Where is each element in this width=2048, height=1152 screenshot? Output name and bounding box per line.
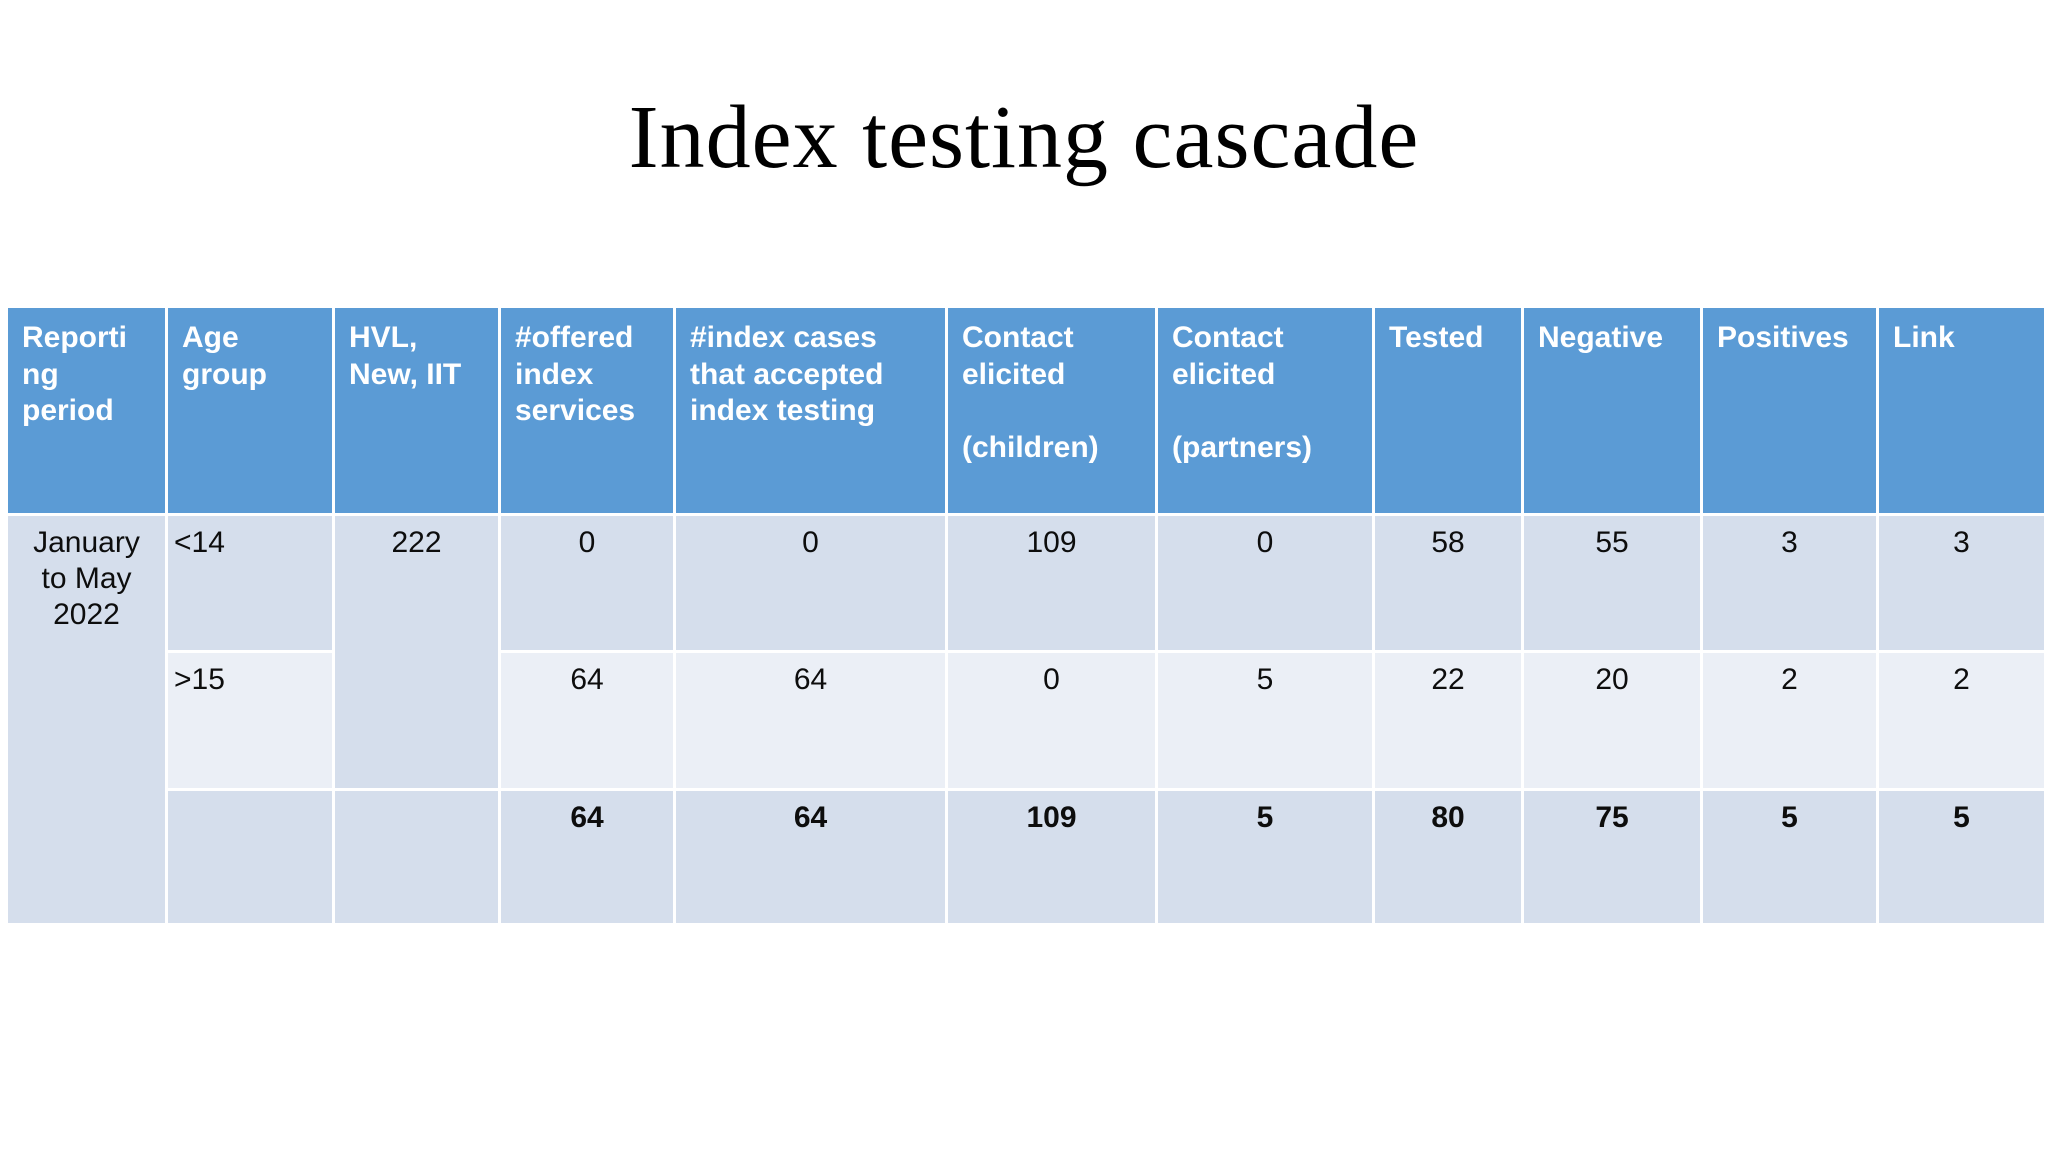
cell-accepted-over15: 64 xyxy=(673,650,948,791)
header-cell-contact-elicited-partners: Contact elicited (partners) xyxy=(1155,305,1375,516)
cell-tested-over15: 22 xyxy=(1372,650,1524,791)
cell-hvl-total-empty xyxy=(332,788,501,926)
cell-positives-under14: 3 xyxy=(1700,513,1879,653)
cell-tested-total: 80 xyxy=(1372,788,1524,926)
cell-partners-total: 5 xyxy=(1155,788,1375,926)
header-cell-hvl-new-iit: HVL, New, IIT xyxy=(332,305,501,516)
cell-negative-total: 75 xyxy=(1521,788,1703,926)
cell-partners-under14: 0 xyxy=(1155,513,1375,653)
cell-children-under14: 109 xyxy=(945,513,1158,653)
header-cell-link: Link xyxy=(1876,305,2047,516)
cell-accepted-total: 64 xyxy=(673,788,948,926)
cell-partners-over15: 5 xyxy=(1155,650,1375,791)
header-cell-contact-elicited-children: Contact elicited (children) xyxy=(945,305,1158,516)
header-cell-offered-index-services: #offered index services xyxy=(498,305,676,516)
cell-age-group-over15: >15 xyxy=(165,650,335,791)
page-title: Index testing cascade xyxy=(628,88,1420,187)
cell-age-group-under14: <14 xyxy=(165,513,335,653)
header-cell-reporting-period: Reporti ng period xyxy=(5,305,168,516)
cell-tested-under14: 58 xyxy=(1372,513,1524,653)
table-row-under14: January to May 2022 <14 222 0 0 109 0 58… xyxy=(5,513,2047,926)
header-cell-age-group: Age group xyxy=(165,305,335,516)
cell-link-over15: 2 xyxy=(1876,650,2047,791)
cell-age-group-total-empty xyxy=(165,788,335,926)
cell-positives-over15: 2 xyxy=(1700,650,1879,791)
cell-link-total: 5 xyxy=(1876,788,2047,926)
cell-negative-over15: 20 xyxy=(1521,650,1703,791)
cell-negative-under14: 55 xyxy=(1521,513,1703,653)
table-row-totals: 64 64 109 5 80 75 5 5 xyxy=(7,788,2047,926)
cell-positives-total: 5 xyxy=(1700,788,1879,926)
header-row: Reporti ng period Age group HVL, New, II… xyxy=(5,305,2047,516)
cell-children-over15: 0 xyxy=(945,650,1158,791)
header-cell-tested: Tested xyxy=(1372,305,1524,516)
cell-offered-over15: 64 xyxy=(498,650,676,791)
cell-children-total: 109 xyxy=(945,788,1158,926)
header-cell-positives: Positives xyxy=(1700,305,1879,516)
index-testing-table: Reporti ng period Age group HVL, New, II… xyxy=(5,305,2047,926)
header-cell-index-cases-accepted: #index cases that accepted index testing xyxy=(673,305,948,516)
header-cell-negative: Negative xyxy=(1521,305,1703,516)
cell-reporting-period: January to May 2022 xyxy=(5,513,168,926)
cell-link-under14: 3 xyxy=(1876,513,2047,653)
table-row-over15: >15 64 64 0 5 22 20 2 2 xyxy=(7,650,2047,791)
cell-hvl-new-iit: 222 xyxy=(332,513,501,791)
cell-offered-total: 64 xyxy=(498,788,676,926)
cell-offered-under14: 0 xyxy=(498,513,676,653)
cell-accepted-under14: 0 xyxy=(673,513,948,653)
